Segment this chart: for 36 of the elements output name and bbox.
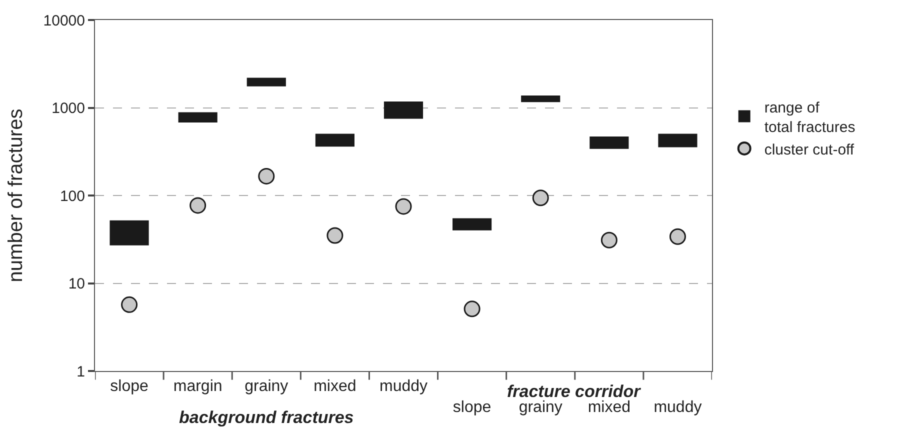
- text: background fractures: [179, 408, 354, 427]
- y-axis-title: number of fractures: [4, 108, 27, 282]
- bar: [110, 220, 149, 246]
- bar: [178, 112, 218, 122]
- point: [532, 190, 549, 206]
- bar: [384, 101, 424, 119]
- x-tick-label: margin: [173, 378, 222, 396]
- x-tick-label: muddy: [654, 399, 702, 416]
- x-tick-label: slope: [452, 399, 492, 416]
- y-tick-label: 1000: [52, 100, 85, 117]
- text: fracture corridor: [507, 382, 642, 401]
- x-tick-label: grainy: [244, 378, 288, 396]
- point: [258, 168, 275, 184]
- point: [190, 197, 206, 214]
- y-tick-label: 10000: [43, 12, 85, 30]
- y-tick-label: 1: [76, 363, 85, 380]
- point: [464, 300, 480, 318]
- point: [326, 227, 344, 244]
- bar: [590, 136, 629, 149]
- bar: [658, 134, 698, 148]
- x-tick-label: muddy: [379, 378, 428, 396]
- bar: [246, 78, 286, 86]
- point: [121, 296, 138, 313]
- x-tick-label: slope: [110, 378, 149, 396]
- x-tick-label: mixed: [588, 399, 631, 416]
- y-tick-label: 10: [68, 276, 85, 292]
- legend-label: cluster cut-off: [764, 141, 855, 158]
- bar: [452, 218, 492, 230]
- y-tick-label: 100: [60, 188, 85, 205]
- x-tick-label: mixed: [314, 378, 356, 396]
- bar: [521, 95, 560, 102]
- bar: [315, 134, 354, 147]
- x-tick-label: grainy: [518, 399, 562, 416]
- point: [600, 232, 618, 248]
- point: [395, 198, 412, 215]
- point: [669, 228, 686, 245]
